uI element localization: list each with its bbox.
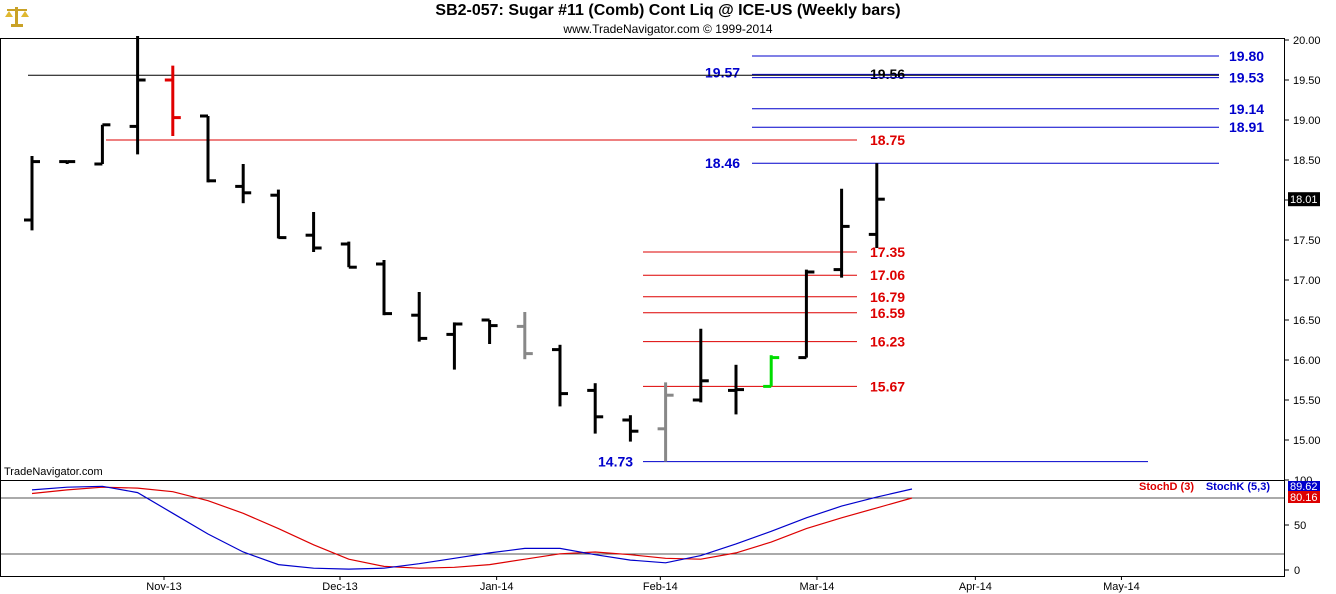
level-label: 18.46 bbox=[705, 155, 740, 171]
x-axis: Nov-13 Dec-13 Jan-14 Feb-14 Mar-14 Apr-14 May-… bbox=[146, 576, 1140, 593]
last-price-badge bbox=[1288, 192, 1320, 207]
legend-stochk: StochK (5,3) bbox=[1206, 481, 1271, 493]
ohlc-bar bbox=[622, 415, 639, 442]
ohlc-bar bbox=[200, 114, 216, 183]
price-tick-label: 17.00 bbox=[1293, 275, 1321, 287]
level-label: 19.56 bbox=[870, 66, 905, 82]
ohlc-bar bbox=[270, 189, 287, 240]
ohlc-bar bbox=[552, 344, 568, 407]
ohlc-bars bbox=[24, 36, 885, 462]
x-tick-label: Feb-14 bbox=[643, 581, 678, 593]
level-lines: 19.80 19.57 19.56 19.53 19.14 18.91 18.75 18.46… bbox=[28, 48, 1264, 470]
ohlc-bar bbox=[305, 212, 322, 252]
x-tick-label: May-14 bbox=[1103, 581, 1140, 593]
level-label: 18.91 bbox=[1229, 119, 1264, 135]
scales-logo-icon bbox=[5, 7, 29, 27]
x-tick-label: Mar-14 bbox=[800, 581, 835, 593]
price-axis: 20.0019.5019.0018.5018.0017.5017.0016.50… bbox=[1284, 35, 1321, 447]
level-label: 16.79 bbox=[870, 289, 905, 305]
level-label: 19.57 bbox=[705, 64, 740, 80]
ohlc-bar bbox=[516, 312, 533, 360]
price-tick-label: 18.50 bbox=[1293, 155, 1321, 167]
level-label: 17.06 bbox=[870, 267, 905, 283]
last-price-label: 18.01 bbox=[1290, 194, 1318, 206]
stochd-series-line bbox=[31, 486, 913, 569]
stoch-tick-label: 0 bbox=[1294, 565, 1300, 577]
stochk-series-line bbox=[31, 485, 913, 570]
ohlc-bar bbox=[833, 188, 850, 278]
title-bar: SB2-057: Sugar #11 (Comb) Cont Liq @ ICE… bbox=[0, 0, 1336, 38]
stochd-badge bbox=[1288, 491, 1320, 503]
x-tick-label: Jan-14 bbox=[480, 581, 514, 593]
price-tick-label: 16.00 bbox=[1293, 355, 1321, 367]
ohlc-bar bbox=[692, 328, 709, 403]
stochk-value-label: 89.62 bbox=[1290, 481, 1318, 493]
ohlc-bar bbox=[235, 164, 252, 204]
price-tick-label: 15.00 bbox=[1293, 435, 1321, 447]
price-tick-label: 16.50 bbox=[1293, 315, 1321, 327]
stoch-tick-label: 50 bbox=[1294, 520, 1306, 532]
price-panel-border bbox=[0, 38, 1285, 481]
ohlc-bar bbox=[340, 241, 357, 269]
price-tick-label: 15.50 bbox=[1293, 395, 1321, 407]
chart-frame bbox=[0, 38, 1285, 577]
ohlc-bar bbox=[798, 269, 815, 360]
price-tick-label: 19.00 bbox=[1293, 115, 1321, 127]
level-label: 14.73 bbox=[598, 454, 633, 470]
stochd-value-label: 80.16 bbox=[1290, 492, 1318, 504]
ohlc-bar bbox=[587, 383, 604, 434]
level-label: 19.14 bbox=[1229, 101, 1264, 117]
ohlc-bar bbox=[481, 318, 498, 344]
price-tick-label: 20.00 bbox=[1293, 35, 1321, 47]
chart-subtitle: www.TradeNavigator.com © 1999-2014 bbox=[563, 22, 773, 36]
x-tick-label: Nov-13 bbox=[146, 581, 181, 593]
stochk-badge bbox=[1288, 481, 1320, 492]
stochastic-lines bbox=[31, 485, 913, 570]
level-label: 19.80 bbox=[1229, 48, 1264, 64]
ohlc-bar bbox=[446, 322, 463, 370]
level-label: 18.75 bbox=[870, 132, 905, 148]
ohlc-bar bbox=[411, 292, 428, 342]
ohlc-bar bbox=[129, 36, 146, 155]
stoch-legend: StochD (3) StochK (5,3) bbox=[1139, 481, 1270, 493]
ohlc-bar bbox=[868, 163, 885, 248]
ohlc-bar bbox=[24, 156, 40, 231]
watermark: TradeNavigator.com bbox=[4, 466, 103, 478]
price-tick-label: 17.50 bbox=[1293, 235, 1321, 247]
ohlc-bar bbox=[376, 260, 392, 316]
x-tick-label: Apr-14 bbox=[959, 581, 992, 593]
ohlc-bar bbox=[657, 382, 674, 462]
level-label: 16.23 bbox=[870, 334, 905, 350]
level-label: 15.67 bbox=[870, 378, 905, 394]
ohlc-bar bbox=[94, 123, 111, 166]
ohlc-bar bbox=[164, 65, 181, 136]
ohlc-bar bbox=[728, 364, 744, 415]
legend-stochd: StochD (3) bbox=[1139, 481, 1194, 493]
x-tick-label: Dec-13 bbox=[322, 581, 357, 593]
ohlc-bar bbox=[763, 355, 780, 388]
ohlc-bar bbox=[59, 160, 76, 164]
level-label: 17.35 bbox=[870, 244, 905, 260]
level-label: 19.53 bbox=[1229, 70, 1264, 86]
chart-title: SB2-057: Sugar #11 (Comb) Cont Liq @ ICE… bbox=[435, 2, 901, 19]
stoch-panel-border bbox=[0, 480, 1285, 577]
price-tick-label: 19.50 bbox=[1293, 75, 1321, 87]
level-label: 16.59 bbox=[870, 305, 905, 321]
